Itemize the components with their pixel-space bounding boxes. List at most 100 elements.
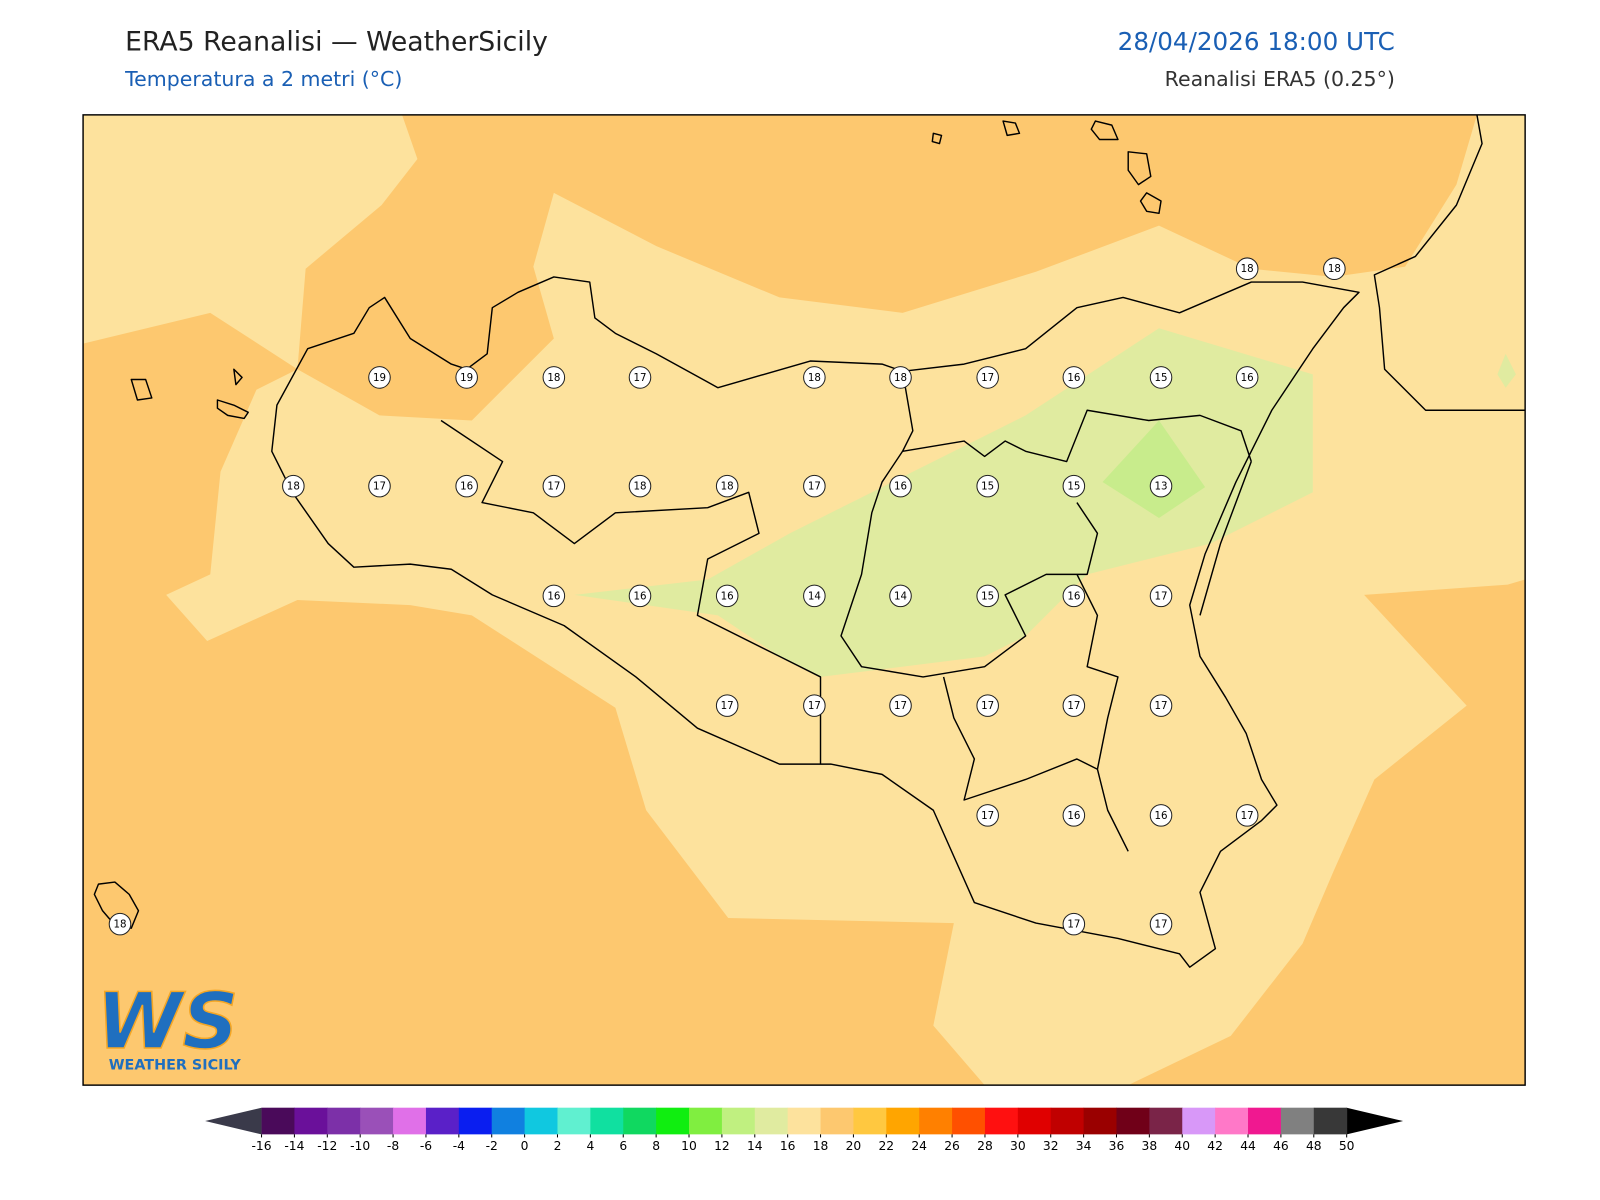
field: [1102, 420, 1206, 518]
station-marker: [1323, 257, 1346, 280]
colorbar-segment: [327, 1107, 361, 1135]
colorbar-segment: [557, 1107, 591, 1135]
station: 15: [976, 584, 999, 608]
station-value: 15: [981, 590, 994, 602]
station-value: 16: [547, 590, 560, 602]
colorbar-tick-label: -14: [284, 1139, 304, 1153]
station-marker: [628, 474, 652, 498]
station: 17: [1235, 804, 1259, 827]
station-value: 14: [894, 590, 907, 602]
station-marker: [976, 474, 999, 498]
colorbar-segment: [787, 1107, 822, 1135]
station-marker: [1149, 694, 1173, 717]
station-marker: [1062, 694, 1086, 717]
colorbar-segment: [689, 1107, 723, 1135]
station-marker: [803, 584, 826, 608]
station: 17: [976, 804, 999, 827]
station: 16: [715, 584, 739, 608]
station: 17: [542, 474, 566, 498]
colorbar-tick-label: 0: [521, 1139, 529, 1153]
station-value: 17: [1067, 919, 1080, 931]
colorbar-over: [1346, 1107, 1404, 1135]
station: 18: [1235, 257, 1259, 280]
colorbar-segment: [1017, 1107, 1052, 1135]
station-value: 13: [1155, 481, 1168, 493]
station-marker: [803, 366, 826, 389]
station-marker: [628, 584, 652, 608]
station-value: 17: [894, 700, 907, 712]
station-marker: [1149, 912, 1173, 936]
coastline: [271, 276, 1360, 968]
colorbar-tick-label: 36: [1109, 1139, 1125, 1153]
colorbar-segment: [1050, 1107, 1085, 1135]
station: 16: [455, 474, 478, 498]
station: 17: [803, 474, 826, 498]
station-value: 18: [1328, 263, 1341, 275]
station-value: 17: [1155, 919, 1168, 931]
station-marker: [715, 694, 739, 717]
colorbar-tick-label: -10: [350, 1139, 370, 1153]
colorbar-segment: [458, 1107, 493, 1135]
station-value: 15: [1155, 372, 1168, 384]
station-value: 16: [1067, 590, 1080, 602]
station-value: 17: [1241, 810, 1254, 822]
colorbar-segment: [952, 1107, 986, 1135]
station-value: 16: [1155, 810, 1168, 822]
station-marker: [1062, 474, 1086, 498]
colorbar-segment: [1313, 1107, 1348, 1135]
map-frame: [82, 114, 1526, 1086]
colorbar-tick-label: 16: [780, 1139, 796, 1153]
station-value: 18: [113, 919, 126, 931]
station-marker: [282, 474, 305, 498]
colorbar-tick-label: -2: [486, 1139, 498, 1153]
station-marker: [976, 694, 999, 717]
station: 17: [1062, 694, 1086, 717]
station: 17: [1149, 912, 1173, 936]
colorbar-tick-label: 42: [1207, 1139, 1223, 1153]
station-value: 16: [460, 481, 473, 493]
colorbar-segment: [1182, 1107, 1216, 1135]
colorbar: -16 -14 -12 -10 -8 -6 -4 -2 0 2 4 6 8 10 12 14 16 18 20 22 2…: [205, 1107, 1404, 1153]
colorbar-segment: [1280, 1107, 1315, 1135]
station-value: 17: [373, 481, 386, 493]
station: 16: [1062, 584, 1086, 608]
station: 18: [715, 474, 739, 498]
station-marker: [368, 474, 391, 498]
station-value: 17: [981, 700, 994, 712]
station: 17: [803, 694, 826, 717]
colorbar-segment: [393, 1107, 427, 1135]
station-value: 18: [287, 481, 300, 493]
station-marker: [542, 366, 566, 389]
colorbar-segment: [261, 1107, 295, 1135]
station: 16: [889, 474, 912, 498]
colorbar-segment: [853, 1107, 887, 1135]
station: 19: [368, 366, 391, 389]
station: 15: [1062, 474, 1086, 498]
station-value: 17: [981, 372, 994, 384]
station-marker: [455, 474, 478, 498]
station-marker: [976, 804, 999, 827]
colorbar-segment: [820, 1107, 854, 1135]
station-value: 18: [808, 372, 821, 384]
colorbar-segment: [524, 1107, 558, 1135]
station: 18: [282, 474, 305, 498]
colorbar-tick-label: 2: [554, 1139, 562, 1153]
colorbar-tick-label: 12: [714, 1139, 730, 1153]
colorbar-tick-label: 6: [619, 1139, 627, 1153]
station-value: 17: [1155, 700, 1168, 712]
station-value: 17: [981, 810, 994, 822]
colorbar-segment: [623, 1107, 657, 1135]
station-value: 16: [894, 481, 907, 493]
station-value: 18: [1241, 263, 1254, 275]
island: [93, 120, 1162, 929]
title: ERA5 Reanalisi — WeatherSicily: [125, 27, 548, 58]
colorbar-segment: [491, 1107, 526, 1135]
station: 18: [542, 366, 566, 389]
subtitle: Temperatura a 2 metri (°C): [124, 67, 402, 91]
station-marker: [1149, 804, 1173, 827]
station-marker: [1062, 804, 1086, 827]
colorbar-tick-label: 24: [911, 1139, 927, 1153]
station-value: 17: [547, 481, 560, 493]
station-marker: [628, 366, 652, 389]
